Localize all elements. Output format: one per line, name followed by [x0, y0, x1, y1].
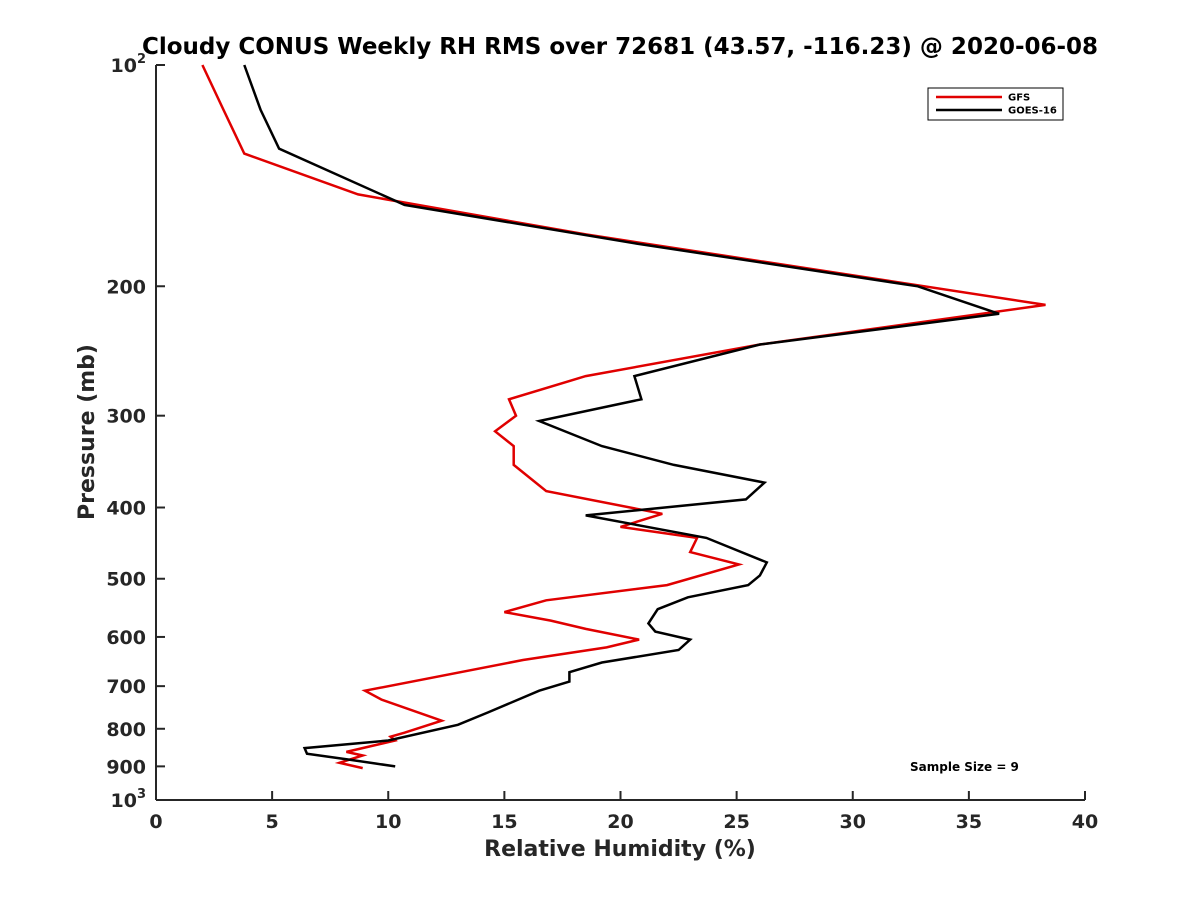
x-tick-label: 25 [723, 811, 749, 833]
y-tick-label-exponent: 3 [137, 787, 146, 802]
y-tick-label-base: 500 [106, 569, 146, 591]
y-tick-label: 102 [111, 52, 147, 77]
legend-label-goes-16: GOES-16 [1008, 106, 1057, 117]
y-tick-label-base: 600 [106, 627, 146, 649]
y-tick-label-base: 800 [106, 719, 146, 741]
y-tick-label: 800 [106, 719, 146, 741]
y-tick-label-base: 200 [106, 276, 146, 298]
y-tick-label: 200 [106, 276, 146, 298]
x-tick-label: 0 [149, 811, 162, 833]
y-tick-label-base: 700 [106, 676, 146, 698]
y-axis-label: Pressure (mb) [75, 344, 100, 520]
x-tick-label: 5 [266, 811, 279, 833]
y-tick-label: 700 [106, 676, 146, 698]
series-layer [201, 64, 1046, 770]
y-tick-label-base: 900 [106, 756, 146, 778]
y-tick-label: 400 [106, 498, 146, 520]
x-tick-label: 20 [607, 811, 633, 833]
y-tick-label: 500 [106, 569, 146, 591]
y-tick-label-base: 400 [106, 498, 146, 520]
x-tick-label: 30 [840, 811, 866, 833]
x-tick-label: 35 [956, 811, 982, 833]
sample-size-annotation: Sample Size = 9 [910, 760, 1019, 774]
axes [155, 65, 1085, 801]
y-tick-label: 600 [106, 627, 146, 649]
y-tick-label-exponent: 2 [137, 52, 146, 67]
chart-title: Cloudy CONUS Weekly RH RMS over 72681 (4… [142, 34, 1098, 60]
legend-box [927, 87, 1064, 121]
x-axis-label: Relative Humidity (%) [484, 837, 756, 862]
y-tick-label-base: 10 [111, 790, 137, 812]
x-ticks: 0 5 10 15 20 25 30 35 40 [149, 791, 1098, 833]
x-tick-label: 10 [375, 811, 401, 833]
legend: GFS GOES-16 [927, 87, 1064, 121]
y-tick-label-base: 300 [106, 406, 146, 428]
series-line-goes-16 [243, 64, 1000, 768]
y-tick-label-base: 10 [111, 55, 137, 77]
y-tick-label: 103 [111, 787, 147, 812]
x-tick-label: 15 [491, 811, 517, 833]
y-tick-label: 300 [106, 406, 146, 428]
x-tick-label: 40 [1072, 811, 1098, 833]
legend-label-gfs: GFS [1008, 93, 1030, 104]
y-tick-label: 900 [106, 756, 146, 778]
